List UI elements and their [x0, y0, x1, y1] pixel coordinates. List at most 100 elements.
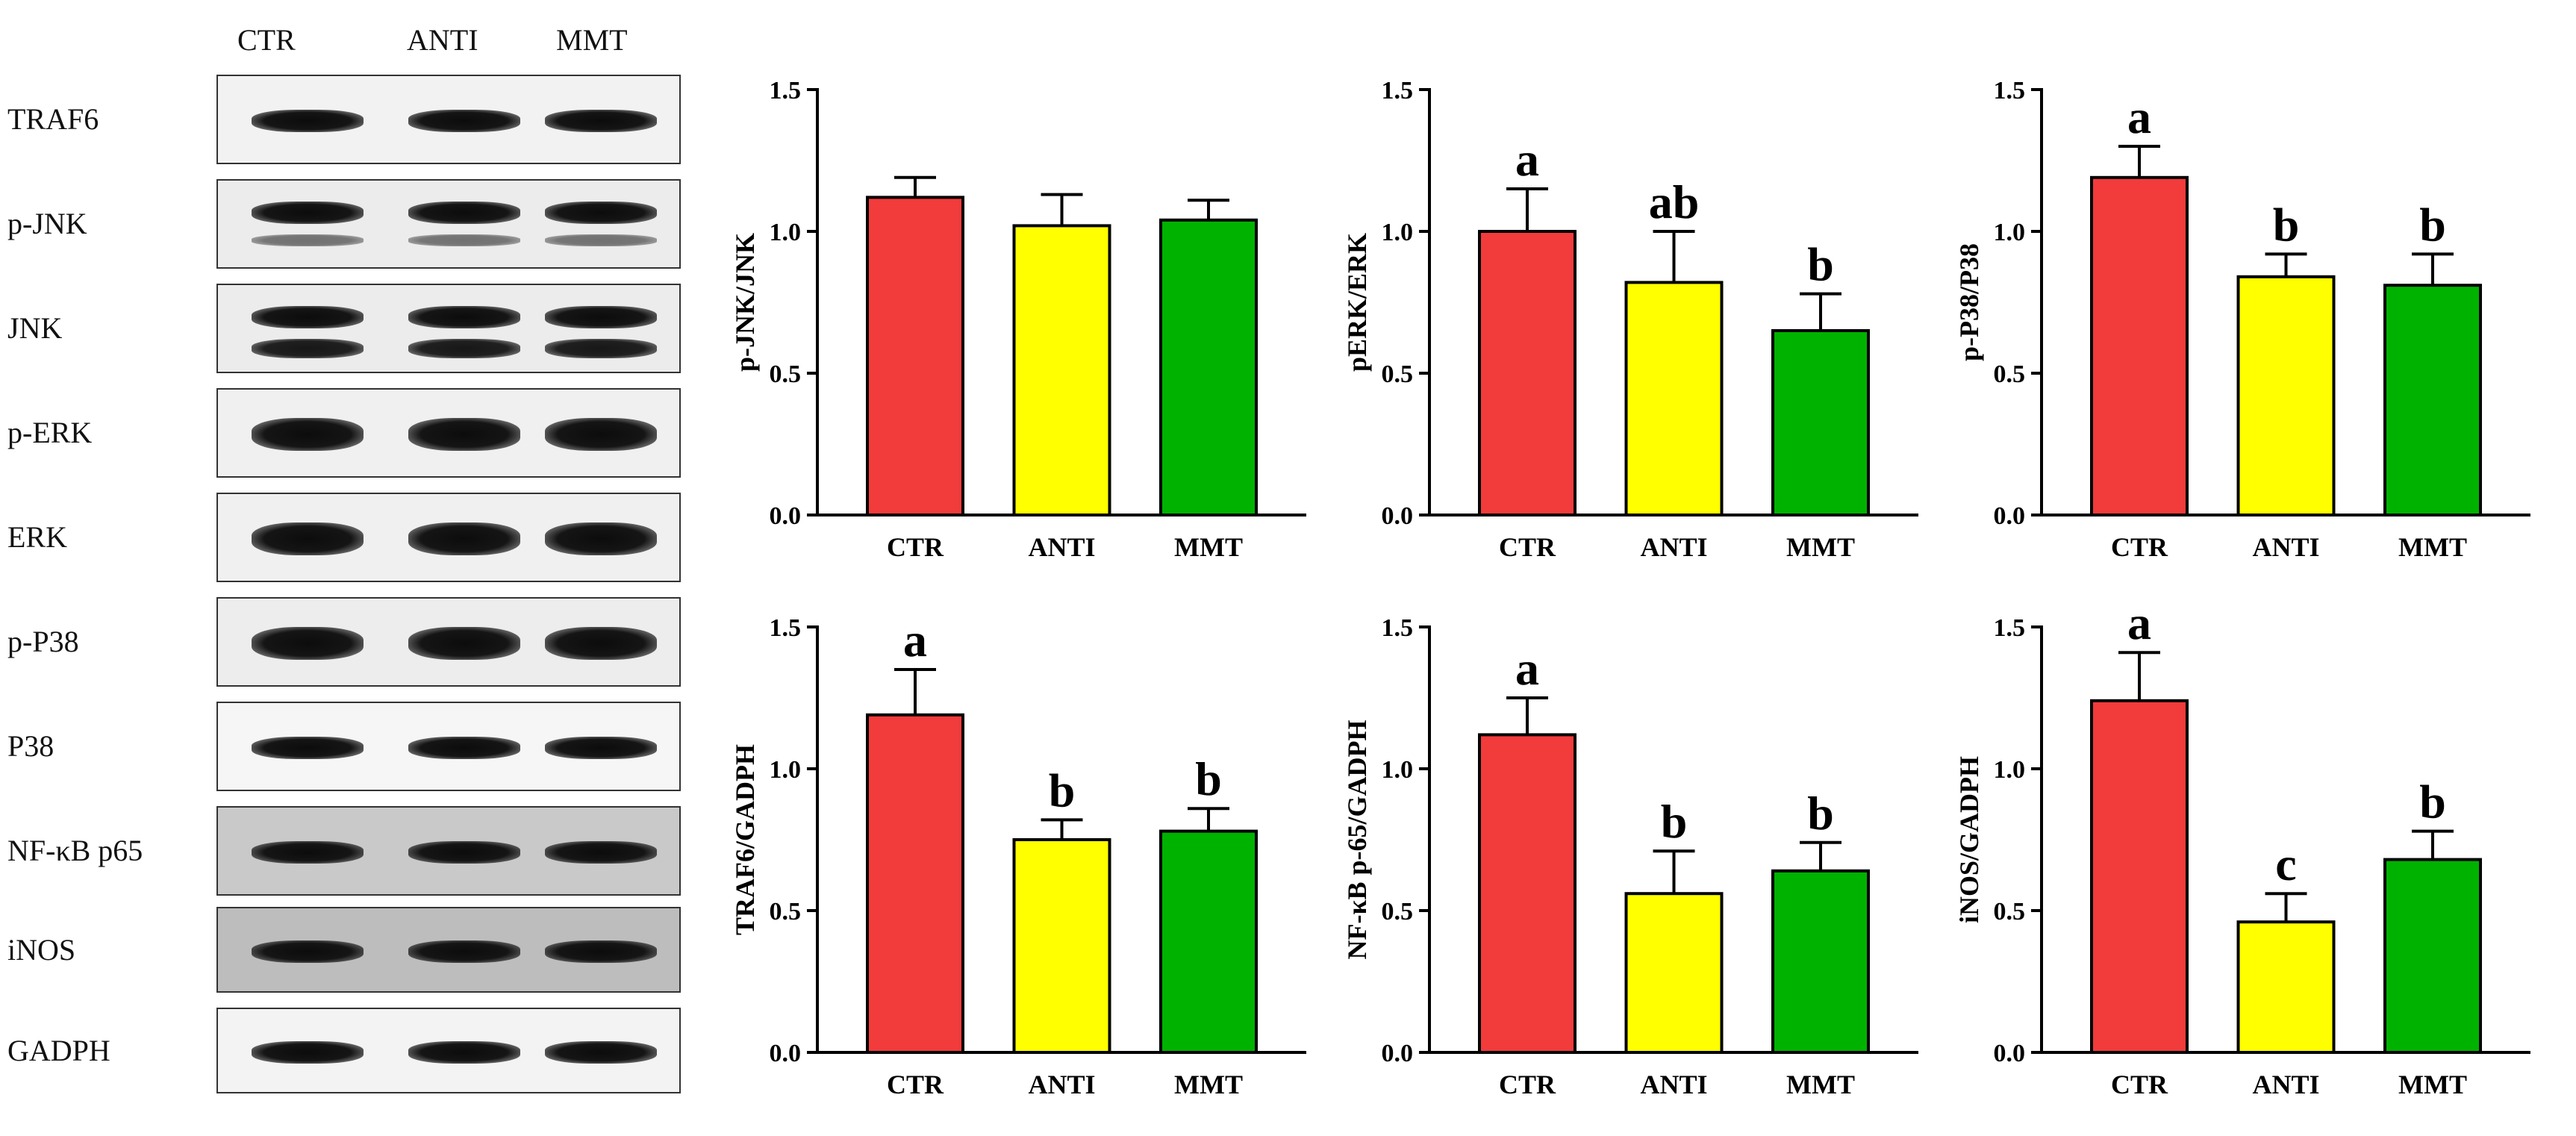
x-tick-label: ANTI [1028, 1070, 1095, 1099]
y-axis-label: iNOS/GADPH [1954, 756, 1984, 923]
blot-band [545, 627, 657, 660]
y-tick-label: 0.5 [1994, 361, 2026, 388]
blot-strip-traf6 [216, 75, 681, 164]
x-tick-label: CTR [887, 532, 944, 562]
y-tick-label: 1.5 [1994, 77, 2026, 104]
blot-strip-p-jnk [216, 179, 681, 269]
blot-strip-erk [216, 493, 681, 582]
lane-label-ctr: CTR [237, 23, 296, 57]
y-tick-label: 0.0 [1994, 502, 2026, 530]
bar-mmt [2383, 284, 2482, 516]
y-tick-label: 1.5 [1994, 614, 2026, 642]
blot-band [252, 1040, 364, 1064]
significance-letter: ab [1649, 175, 1700, 228]
y-tick-label: 1.0 [1994, 756, 2026, 784]
blot-band [252, 940, 364, 963]
bar-anti [2236, 275, 2336, 516]
blot-band [408, 202, 520, 224]
bar-chart-1: 0.0 0.5 1.0 1.5 p-JNK/JNK CTR ANTI MMT [730, 77, 1306, 562]
x-tick-label: ANTI [2252, 532, 2319, 562]
y-tick-label: 0.5 [770, 898, 802, 926]
blot-band [545, 202, 657, 224]
bar-ctr [866, 713, 964, 1055]
blot-band [252, 522, 364, 555]
y-tick-label: 1.5 [1382, 614, 1414, 642]
significance-letter: b [1661, 795, 1688, 848]
blot-strip-p-erk [216, 388, 681, 478]
y-axis-label: pERK/ERK [1342, 233, 1372, 372]
y-axis-label: NF-κB p-65/GADPH [1342, 720, 1372, 960]
significance-letter: b [1807, 787, 1834, 840]
significance-letter: c [2275, 837, 2296, 890]
significance-letter: a [1515, 133, 1539, 186]
lane-label-anti: ANTI [407, 23, 478, 57]
y-tick-label: 1.0 [1994, 219, 2026, 246]
blot-band [408, 234, 520, 246]
x-tick-label: ANTI [1640, 532, 1707, 562]
x-tick-label: ANTI [1028, 532, 1095, 562]
bar-mmt [1771, 869, 1870, 1054]
y-tick-label: 1.5 [770, 614, 802, 642]
blot-strip-gadph [216, 1008, 681, 1093]
x-tick-label: CTR [887, 1070, 944, 1099]
protein-label-nf-b-p65: NF-κB p65 [7, 834, 143, 867]
blot-band [252, 202, 364, 224]
protein-label-p38: P38 [7, 729, 54, 763]
y-tick-label: 0.5 [1382, 361, 1414, 388]
blot-strip-p38 [216, 702, 681, 791]
y-tick-label: 0.5 [1382, 898, 1414, 926]
blot-strip-p-p38 [216, 597, 681, 687]
y-axis-label: p-P38/P38 [1954, 243, 1984, 361]
blot-band [252, 306, 364, 328]
bar-ctr [866, 196, 964, 516]
y-tick-label: 1.0 [1382, 219, 1414, 246]
bar-mmt [1771, 329, 1870, 516]
bar-anti [2236, 920, 2336, 1055]
blot-band [545, 841, 657, 864]
significance-letter: b [2273, 198, 2300, 251]
y-tick-label: 0.0 [770, 502, 802, 530]
significance-letter: b [2419, 198, 2446, 251]
x-tick-label: MMT [1174, 532, 1243, 562]
y-tick-label: 1.0 [770, 756, 802, 784]
blot-strip-nf-b-p65 [216, 806, 681, 896]
protein-label-gadph: GADPH [7, 1033, 110, 1067]
blot-band [408, 940, 520, 963]
blot-band [545, 737, 657, 759]
x-tick-label: MMT [2398, 532, 2467, 562]
y-tick-label: 0.5 [1994, 898, 2026, 926]
y-tick-label: 0.0 [1382, 502, 1414, 530]
significance-letter: a [2127, 90, 2151, 143]
y-tick-label: 1.0 [1382, 756, 1414, 784]
x-tick-label: MMT [1786, 1070, 1855, 1099]
bar-chart-6: 0.0 0.5 1.0 1.5 iNOS/GADPH CTR a ANTI c MMT b [1954, 597, 2530, 1099]
blot-band [545, 940, 657, 963]
bar-ctr [2090, 699, 2189, 1055]
blot-band [408, 418, 520, 451]
significance-letter: b [1195, 752, 1222, 805]
significance-letter: b [1049, 764, 1076, 817]
significance-letter: b [1807, 238, 1834, 291]
x-tick-label: CTR [2111, 532, 2168, 562]
bar-ctr [1478, 230, 1577, 516]
blot-band [408, 339, 520, 358]
protein-label-erk: ERK [7, 520, 67, 554]
significance-letter: a [1515, 642, 1539, 695]
blot-band [408, 110, 520, 132]
blot-band [252, 841, 364, 864]
protein-label-inos: iNOS [7, 932, 76, 967]
bar-mmt [1159, 218, 1258, 517]
western-blot-panel: CTR ANTI MMT TRAF6 p-JNK JNK p-ERK ERK p-P38 P… [0, 0, 746, 1136]
protein-label-jnk: JNK [7, 311, 63, 345]
x-tick-label: ANTI [1640, 1070, 1707, 1099]
x-tick-label: CTR [2111, 1070, 2168, 1099]
bar-anti [1624, 892, 1724, 1055]
bar-chart-2: 0.0 0.5 1.0 1.5 pERK/ERK CTR a ANTI ab MMT b [1342, 77, 1918, 562]
y-tick-label: 0.0 [1994, 1040, 2026, 1067]
blot-band [408, 522, 520, 555]
protein-label-p-jnk: p-JNK [7, 207, 87, 240]
bar-chart-4: 0.0 0.5 1.0 1.5 TRAF6/GADPH CTR a ANTI b MMT b [730, 614, 1306, 1099]
significance-letter: a [2127, 597, 2151, 649]
y-tick-label: 0.0 [1382, 1040, 1414, 1067]
x-tick-label: ANTI [2252, 1070, 2319, 1099]
